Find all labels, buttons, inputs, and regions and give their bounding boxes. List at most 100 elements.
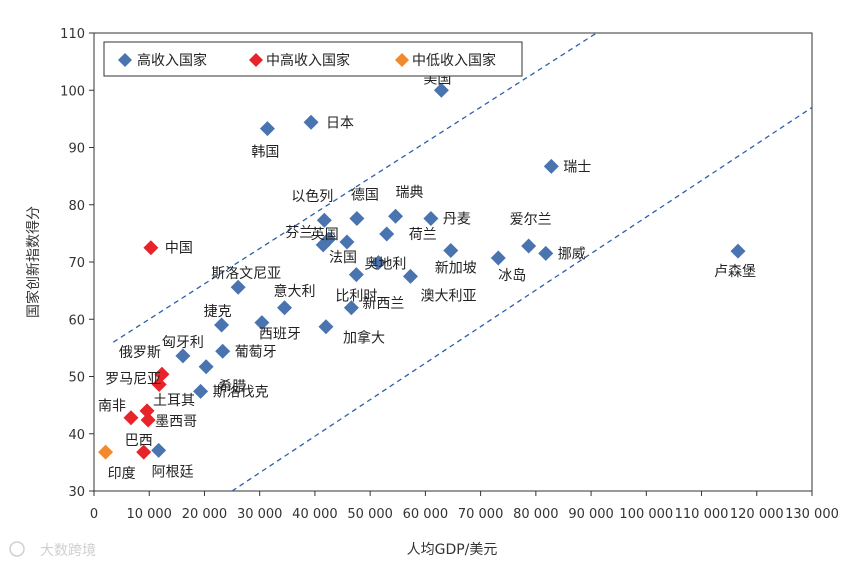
- data-label: 印度: [108, 466, 136, 482]
- data-point: [214, 317, 230, 333]
- data-label: 挪威: [558, 246, 586, 262]
- legend-label-lower-mid: 中低收入国家: [412, 52, 496, 69]
- data-point: [379, 226, 395, 242]
- x-tick-label: 0: [90, 507, 98, 522]
- y-tick-label: 60: [68, 313, 85, 328]
- data-point: [543, 158, 559, 174]
- data-label: 芬兰: [285, 225, 313, 241]
- data-label: 土耳其: [153, 393, 195, 409]
- data-label: 英国: [311, 226, 339, 243]
- reference-line-dashed: [112, 32, 597, 343]
- data-point: [423, 210, 439, 226]
- x-tick-label: 30 000: [237, 507, 283, 522]
- x-tick-label: 90 000: [568, 507, 614, 522]
- data-point: [154, 366, 170, 382]
- x-tick-label: 120 000: [730, 507, 784, 522]
- y-tick-label: 70: [68, 256, 85, 271]
- data-point: [139, 403, 155, 419]
- data-point: [730, 243, 746, 259]
- x-tick-label: 20 000: [182, 507, 228, 522]
- y-tick-label: 40: [68, 428, 85, 443]
- data-label: 加拿大: [343, 330, 385, 347]
- data-label: 墨西哥: [155, 414, 197, 430]
- data-point: [343, 300, 359, 316]
- data-point: [316, 212, 332, 228]
- data-label: 新加坡: [435, 261, 477, 277]
- data-label: 法国: [329, 250, 357, 266]
- data-point: [193, 383, 209, 399]
- x-tick-label: 80 000: [513, 507, 559, 522]
- x-tick-label: 100 000: [619, 507, 673, 522]
- data-label: 捷克: [204, 304, 232, 320]
- data-label: 荷兰: [409, 227, 437, 243]
- data-label: 瑞士: [563, 159, 591, 175]
- watermark: 大数跨境: [9, 541, 96, 559]
- data-label: 奥地利: [364, 256, 406, 273]
- data-label: 新西兰: [362, 296, 404, 312]
- data-point: [123, 410, 139, 426]
- data-point: [348, 267, 364, 283]
- data-label: 中国: [165, 241, 193, 257]
- legend: 高收入国家 中高收入国家 中低收入国家: [103, 41, 523, 77]
- data-point: [175, 348, 191, 364]
- data-label: 希腊: [218, 379, 246, 395]
- x-tick-label: 70 000: [458, 507, 504, 522]
- legend-marker-high: [118, 53, 132, 67]
- data-point: [388, 208, 404, 224]
- data-point: [339, 234, 355, 250]
- data-point: [143, 240, 159, 256]
- data-point: [538, 245, 554, 261]
- y-tick-label: 80: [68, 199, 85, 214]
- data-label: 德国: [351, 187, 379, 203]
- data-point: [318, 319, 334, 335]
- data-point: [215, 343, 231, 359]
- data-point: [277, 300, 293, 316]
- data-label: 卢森堡: [714, 264, 756, 280]
- data-points: [98, 82, 746, 460]
- data-point: [349, 210, 365, 226]
- data-label: 冰岛: [498, 268, 526, 284]
- data-label: 以色列: [291, 188, 333, 205]
- data-point: [433, 82, 449, 98]
- data-point: [230, 279, 246, 295]
- reference-line-dashed: [231, 106, 813, 492]
- data-point: [259, 121, 275, 137]
- x-tick-label: 50 000: [347, 507, 393, 522]
- legend-label-high: 高收入国家: [137, 52, 207, 69]
- data-label: 韩国: [251, 145, 279, 161]
- data-point: [321, 231, 337, 247]
- data-label: 匈牙利: [162, 335, 204, 351]
- data-point: [98, 444, 114, 460]
- data-point: [254, 315, 270, 331]
- legend-marker-upper-mid: [249, 53, 263, 67]
- data-label: 瑞典: [396, 185, 424, 201]
- y-tick-label: 90: [68, 142, 85, 157]
- data-label: 爱尔兰: [510, 212, 552, 228]
- y-axis-title: 国家创新指数得分: [25, 206, 42, 318]
- data-label: 斯洛文尼亚: [211, 266, 281, 282]
- data-label: 罗马尼亚: [105, 372, 161, 388]
- data-point: [402, 268, 418, 284]
- data-label: 巴西: [125, 433, 153, 449]
- x-tick-label: 60 000: [403, 507, 449, 522]
- legend-label-upper-mid: 中高收入国家: [266, 52, 350, 69]
- watermark-logo-icon: [9, 541, 25, 557]
- y-tick-label: 30: [68, 485, 85, 500]
- data-point: [151, 442, 167, 458]
- axes-layer: 30 40 50 60 70 80 90 100 110 0 10 000 20 000 30 000 4…: [60, 27, 839, 522]
- data-label: 意大利: [274, 283, 316, 300]
- x-tick-label: 110 000: [675, 507, 729, 522]
- data-point: [151, 377, 167, 393]
- data-point: [490, 250, 506, 266]
- x-tick-label: 10 000: [126, 507, 172, 522]
- data-point: [140, 412, 156, 428]
- data-label: 俄罗斯: [119, 345, 161, 361]
- data-point: [521, 238, 537, 254]
- data-point: [198, 359, 214, 375]
- x-tick-label: 130 000: [785, 507, 839, 522]
- legend-marker-lower-mid: [395, 53, 409, 67]
- watermark-text: 大数跨境: [40, 543, 96, 559]
- data-point: [370, 255, 386, 271]
